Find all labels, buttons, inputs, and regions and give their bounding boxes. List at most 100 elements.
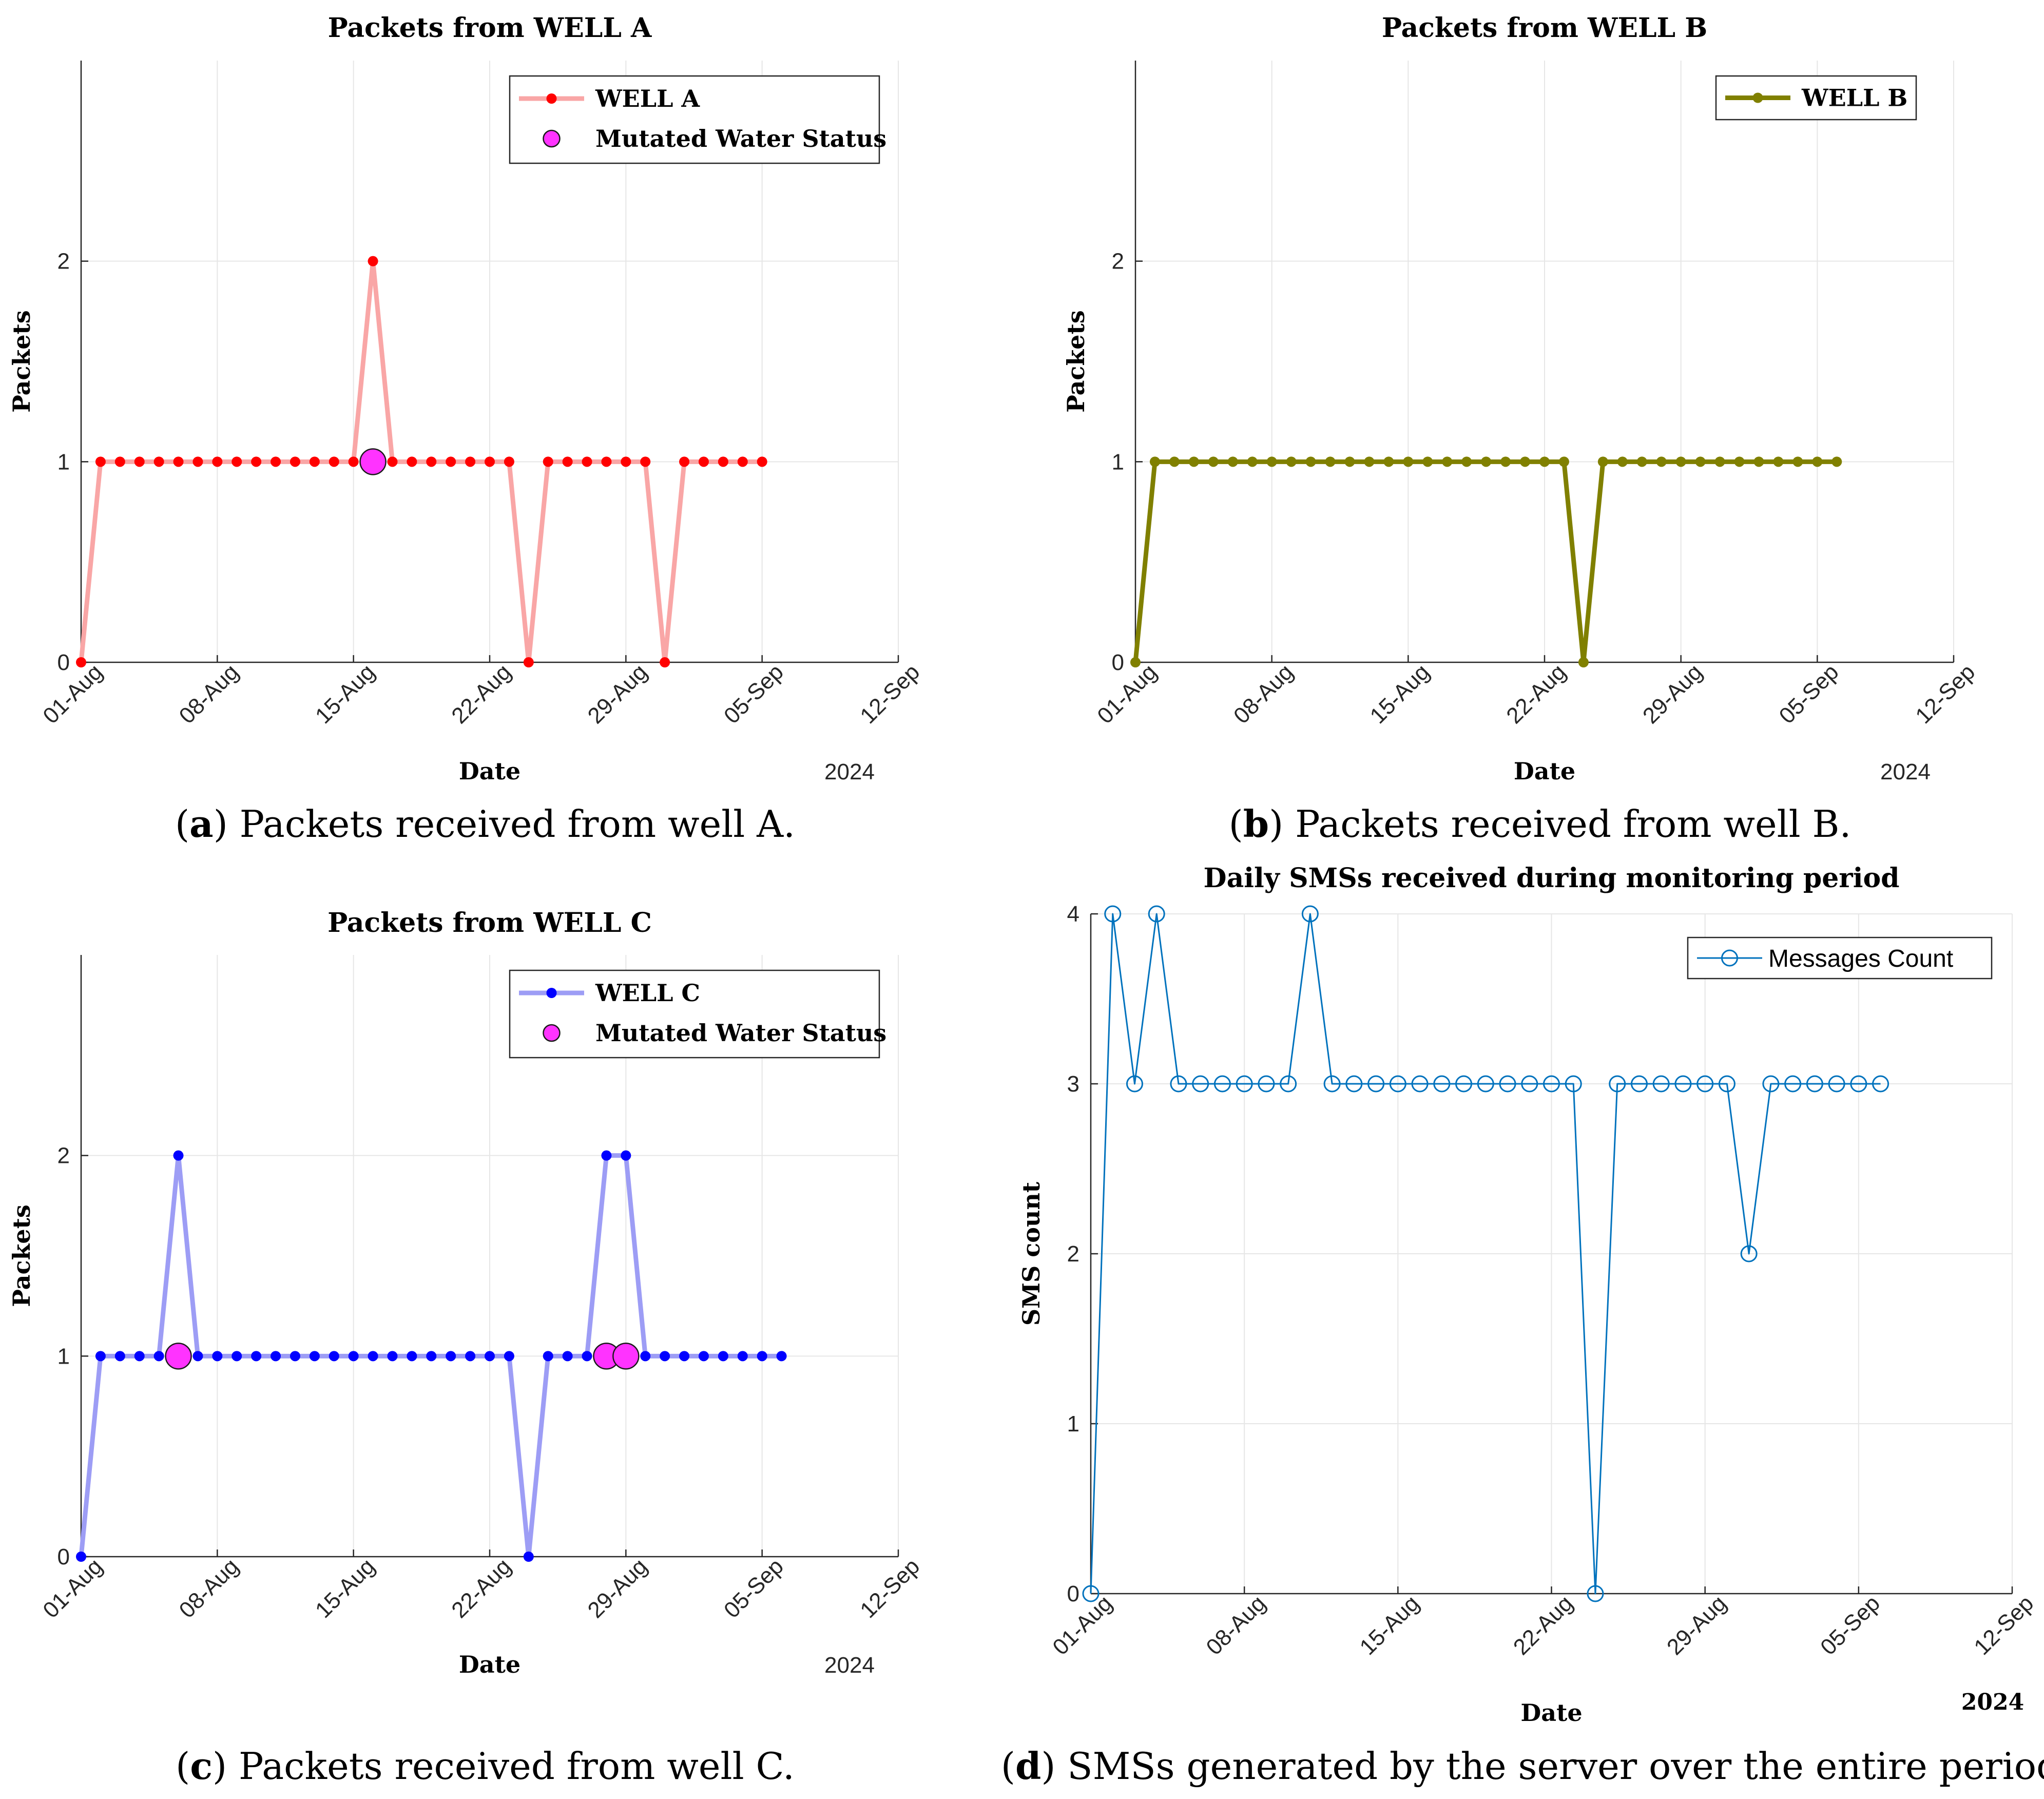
mutated-marker bbox=[165, 1343, 192, 1370]
y-axis-label: SMS count bbox=[1017, 1181, 1045, 1326]
x-tick-label: 29-Aug bbox=[1638, 659, 1707, 729]
legend-mutated-label: Mutated Water Status bbox=[595, 1019, 886, 1047]
data-point bbox=[1188, 456, 1199, 467]
x-tick-label: 22-Aug bbox=[1509, 1591, 1578, 1660]
data-point bbox=[1192, 1075, 1209, 1093]
data-point bbox=[1812, 456, 1823, 467]
data-point bbox=[1565, 1075, 1582, 1093]
data-point bbox=[640, 1351, 651, 1362]
data-point bbox=[407, 1351, 417, 1362]
data-point bbox=[232, 1351, 242, 1362]
legend-marker bbox=[546, 988, 557, 998]
caption-letter: b bbox=[1243, 802, 1269, 846]
chart-title: Daily SMSs received during monitoring pe… bbox=[1203, 863, 1899, 894]
data-point bbox=[1734, 456, 1745, 467]
y-tick-label: 0 bbox=[57, 1544, 70, 1570]
data-point bbox=[504, 1351, 514, 1362]
data-point bbox=[1383, 456, 1394, 467]
data-point bbox=[1499, 1075, 1516, 1093]
data-point bbox=[698, 1351, 709, 1362]
data-point bbox=[114, 456, 125, 467]
y-tick-label: 0 bbox=[1067, 1581, 1079, 1606]
x-axis-label: Date bbox=[459, 1651, 520, 1678]
caption-paren-open: ( bbox=[175, 802, 189, 846]
data-point bbox=[1266, 456, 1277, 467]
data-point bbox=[776, 1351, 787, 1362]
panel-d: 01-Aug 08-Aug 15-Aug 22-Aug 29-Aug 05-Sep 12-S… bbox=[1001, 863, 2044, 1788]
data-point bbox=[1227, 456, 1238, 467]
x-tick-label: 12-Sep bbox=[1969, 1591, 2038, 1660]
y-axis-label: Packets bbox=[8, 1204, 35, 1307]
x-tick-label: 22-Aug bbox=[1501, 659, 1571, 729]
data-point bbox=[640, 456, 651, 467]
data-point bbox=[1433, 1075, 1451, 1093]
data-point bbox=[1325, 456, 1336, 467]
data-point bbox=[543, 1351, 553, 1362]
data-point bbox=[601, 1150, 612, 1161]
data-point bbox=[737, 1351, 748, 1362]
x-tick-label: 22-Aug bbox=[447, 659, 516, 729]
x-tick-label: 01-Aug bbox=[1092, 659, 1162, 729]
data-point bbox=[582, 456, 592, 467]
data-point bbox=[1543, 1075, 1560, 1093]
y-tick-label: 1 bbox=[1112, 449, 1124, 474]
data-point bbox=[1762, 1075, 1780, 1093]
data-point bbox=[290, 456, 300, 467]
data-point bbox=[1477, 1075, 1494, 1093]
data-point bbox=[309, 1351, 320, 1362]
caption-letter: d bbox=[1015, 1744, 1041, 1788]
data-point bbox=[621, 1150, 631, 1161]
year-label: 2024 bbox=[824, 1653, 875, 1678]
data-point bbox=[134, 456, 145, 467]
caption-text: ) Packets received from well A. bbox=[214, 802, 795, 846]
data-point bbox=[485, 1351, 495, 1362]
data-point bbox=[1806, 1075, 1823, 1093]
year-label: 2024 bbox=[1880, 759, 1931, 784]
y-tick-label: 1 bbox=[57, 1344, 70, 1369]
data-point bbox=[114, 1351, 125, 1362]
y-tick-label: 2 bbox=[57, 1143, 70, 1169]
data-point bbox=[407, 456, 417, 467]
data-point bbox=[76, 657, 86, 667]
data-point bbox=[387, 1351, 398, 1362]
legend-marker bbox=[1752, 92, 1763, 103]
data-point bbox=[582, 1351, 592, 1362]
caption-letter: c bbox=[190, 1744, 213, 1788]
data-point bbox=[153, 1351, 164, 1362]
data-point bbox=[1675, 456, 1686, 467]
data-point bbox=[1520, 456, 1531, 467]
legend-label: Messages Count bbox=[1768, 945, 1953, 972]
mutated-marker bbox=[612, 1343, 640, 1370]
data-point bbox=[660, 657, 670, 667]
data-point bbox=[1455, 1075, 1473, 1093]
data-point bbox=[446, 456, 456, 467]
caption-text: ) Packets received from well C. bbox=[213, 1745, 795, 1788]
x-tick-label: 29-Aug bbox=[583, 659, 652, 729]
y-axis-label: Packets bbox=[8, 310, 35, 412]
caption-paren-open: ( bbox=[176, 1745, 190, 1788]
caption-letter: a bbox=[189, 802, 214, 846]
y-tick-label: 2 bbox=[1067, 1241, 1079, 1267]
data-point bbox=[1828, 1075, 1845, 1093]
data-point bbox=[1148, 905, 1165, 923]
data-point bbox=[251, 456, 262, 467]
x-tick-label: 12-Sep bbox=[855, 659, 924, 729]
x-tick-label: 15-Aug bbox=[1355, 1591, 1424, 1660]
data-point bbox=[1280, 1075, 1297, 1093]
data-point bbox=[1364, 456, 1375, 467]
x-tick-label: 01-Aug bbox=[38, 1554, 107, 1623]
data-point bbox=[562, 456, 573, 467]
x-tick-label: 15-Aug bbox=[311, 1554, 380, 1623]
data-point bbox=[1286, 456, 1297, 467]
data-point bbox=[1461, 456, 1472, 467]
data-point bbox=[465, 1351, 476, 1362]
x-tick-label: 29-Aug bbox=[1662, 1591, 1731, 1660]
data-point bbox=[1696, 1075, 1714, 1093]
legend-box bbox=[509, 75, 880, 164]
legend-mutated-label: Mutated Water Status bbox=[595, 125, 886, 152]
data-point bbox=[1422, 456, 1433, 467]
data-point bbox=[368, 256, 378, 266]
y-tick-label: 0 bbox=[1112, 650, 1124, 675]
legend-marker bbox=[546, 93, 557, 104]
data-point bbox=[173, 1150, 184, 1161]
